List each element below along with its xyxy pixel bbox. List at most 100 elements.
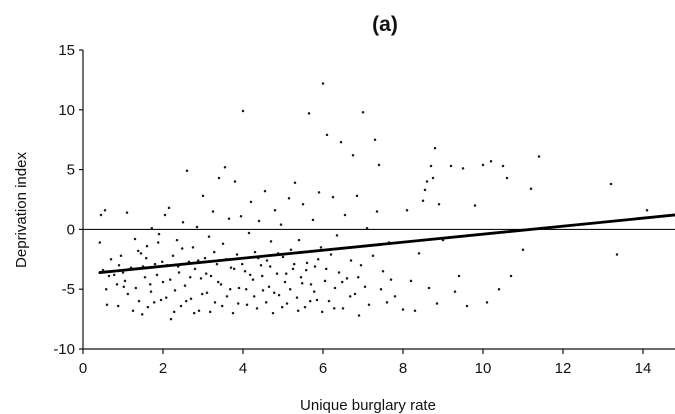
data-point [244,287,248,291]
data-point [435,302,439,305]
data-point [261,289,265,292]
data-point [359,264,363,267]
data-point [349,259,353,262]
y-axis-title: Deprivation index [13,152,30,268]
data-point [284,272,288,275]
data-point [217,176,221,180]
data-point [357,314,361,317]
data-point [337,271,341,274]
data-point [155,273,159,277]
x-tick-label: 4 [239,360,247,377]
data-point [317,191,321,194]
data-point [260,274,264,278]
x-tick-label: 8 [399,360,407,377]
y-tick-label: 15 [58,42,75,59]
data-point [371,254,375,257]
data-point [288,287,292,291]
data-point [320,310,324,314]
data-points [98,82,649,321]
data-point [200,292,204,296]
data-point [473,204,477,207]
data-point [325,133,329,137]
data-point [273,209,277,212]
data-point [645,209,649,212]
data-point [116,304,120,308]
data-point [267,285,271,289]
data-point [453,290,457,293]
data-point [153,262,157,266]
data-point [296,309,300,312]
data-point [181,220,185,224]
data-point [133,237,137,241]
trend-line [98,213,675,274]
data-point [332,307,336,310]
data-point [497,287,501,291]
data-point [140,313,144,316]
data-point [329,253,333,256]
data-point [104,287,108,291]
data-point [195,225,199,229]
data-point [215,262,219,266]
data-point [481,163,485,167]
data-point [285,302,289,305]
data-point [365,226,369,230]
data-point [137,299,141,303]
data-point [268,265,272,268]
x-tick-label: 0 [79,360,87,377]
y-tick-label: -5 [62,281,75,298]
data-point [421,199,425,202]
data-point [136,249,140,253]
data-point [319,246,323,249]
data-point [183,284,187,287]
data-point [103,209,107,212]
data-point [216,280,220,284]
data-point [489,159,493,163]
x-tick-label: 10 [475,360,492,377]
data-point [157,232,161,236]
axes: -10 -5 0 5 10 15 0 2 4 6 8 10 12 14 [53,42,675,377]
data-point [160,260,164,263]
data-point [280,305,284,309]
data-point [529,187,533,190]
data-point [385,301,389,304]
data-point [263,189,267,193]
data-point [122,285,126,289]
data-point [333,286,337,290]
data-point [199,277,203,280]
data-point [180,247,184,250]
data-point [115,283,119,286]
data-point [309,283,313,286]
data-point [348,295,352,298]
x-tick-label: 12 [555,360,572,377]
data-point [429,164,433,168]
data-point [223,165,227,169]
data-point [188,275,192,279]
data-point [356,275,360,279]
data-point [379,287,383,291]
data-point [220,304,224,308]
data-point [201,194,205,198]
data-point [308,299,312,303]
data-point [381,270,385,273]
data-point [351,153,355,157]
data-point [193,267,197,271]
data-point [163,213,167,217]
data-point [247,231,251,235]
data-point [189,297,193,301]
data-point [156,241,160,244]
data-point [173,289,177,292]
data-point [205,291,209,295]
data-point [423,188,427,192]
data-point [367,303,371,306]
data-point [204,272,208,275]
data-point [287,197,291,200]
data-point [175,238,179,242]
data-point [292,262,296,266]
data-point [213,301,217,304]
data-point [615,253,619,256]
data-point [252,295,256,298]
data-point [243,270,247,273]
data-point [126,292,130,296]
data-point [501,164,505,168]
data-point [265,259,269,262]
